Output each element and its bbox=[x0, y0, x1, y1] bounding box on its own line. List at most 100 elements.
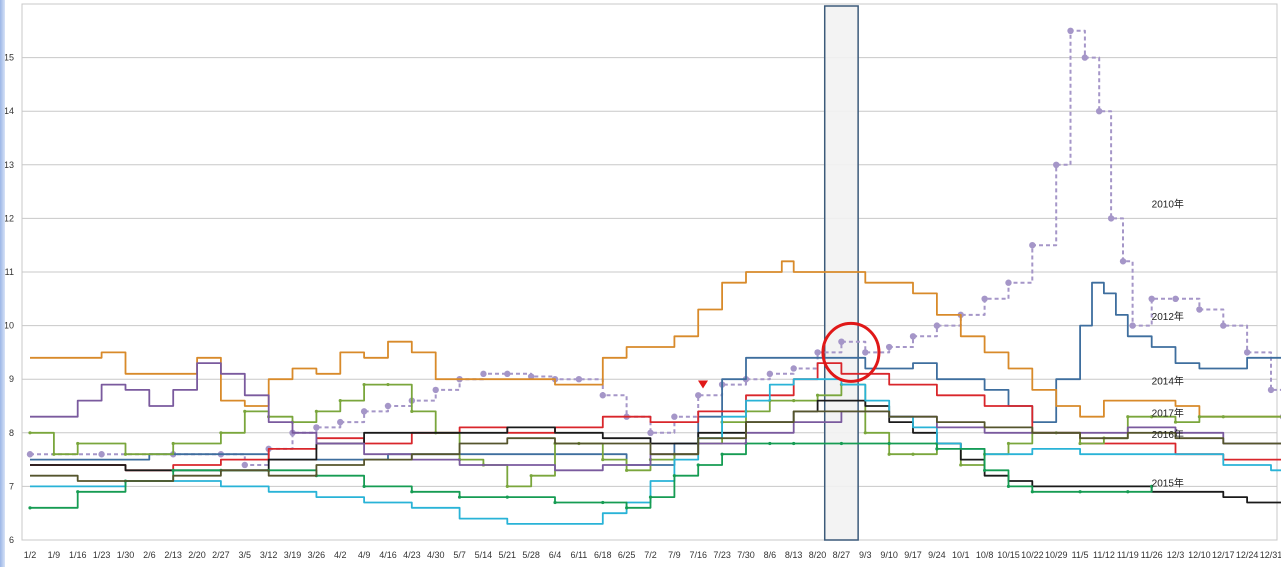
series-0-point-10 bbox=[384, 402, 392, 410]
series-0-point-44 bbox=[1129, 322, 1136, 329]
series-line-2 bbox=[30, 362, 1281, 472]
series-7-point-1 bbox=[76, 490, 80, 494]
series-4-point-32 bbox=[863, 431, 867, 435]
series-7-point-29 bbox=[1150, 484, 1154, 488]
y-tick-label-5: 11 bbox=[5, 267, 14, 277]
x-tick-label-24: 6/18 bbox=[594, 550, 612, 560]
x-tick-label-9: 3/5 bbox=[239, 550, 252, 560]
series-0-point-38 bbox=[1053, 161, 1060, 168]
x-tick-label-0: 1/2 bbox=[24, 550, 37, 560]
series-line-9 bbox=[30, 410, 1281, 482]
series-4-point-3 bbox=[123, 452, 128, 456]
x-tick-label-23: 6/11 bbox=[570, 550, 587, 560]
series-0-point-27 bbox=[790, 365, 797, 372]
series-7-point-22 bbox=[887, 441, 891, 446]
series-0-point-0 bbox=[26, 451, 34, 458]
series-4-point-11 bbox=[362, 382, 366, 387]
x-tick-label-4: 1/30 bbox=[117, 550, 135, 560]
series-0-point-33 bbox=[933, 322, 941, 329]
x-tick-label-47: 11/26 bbox=[1141, 550, 1163, 560]
series-0-point-19 bbox=[599, 392, 606, 399]
y-tick-label-6: 12 bbox=[4, 213, 14, 223]
x-tick-label-43: 10/29 bbox=[1045, 550, 1068, 560]
series-4-point-38 bbox=[1006, 441, 1011, 446]
series-0-point-43 bbox=[1119, 258, 1127, 265]
x-tick-label-27: 7/9 bbox=[668, 550, 681, 560]
x-tick-label-38: 9/24 bbox=[928, 550, 946, 560]
series-4-point-30 bbox=[815, 393, 820, 397]
series-4-point-18 bbox=[529, 474, 533, 478]
series-7-point-19 bbox=[768, 441, 772, 446]
series-0-point-36 bbox=[1005, 279, 1012, 286]
x-tick-label-1: 1/9 bbox=[48, 550, 61, 560]
series-7-point-7 bbox=[362, 484, 366, 488]
left-edge-strip bbox=[0, 0, 5, 567]
series-0-point-22 bbox=[671, 413, 678, 420]
series-7-point-13 bbox=[625, 506, 629, 510]
series-4-point-2 bbox=[76, 441, 80, 446]
series-8 bbox=[30, 362, 1281, 472]
x-tick-label-28: 7/16 bbox=[689, 550, 707, 560]
x-tick-label-22: 6/4 bbox=[549, 550, 562, 560]
red-triangle-marker bbox=[698, 380, 709, 389]
annotation-layer bbox=[698, 321, 881, 389]
series-7-point-27 bbox=[1078, 490, 1082, 494]
x-tick-label-50: 12/17 bbox=[1212, 550, 1235, 560]
x-tick-label-48: 12/3 bbox=[1167, 550, 1185, 560]
x-tick-label-3: 1/23 bbox=[93, 550, 111, 560]
x-tick-label-34: 8/27 bbox=[833, 550, 851, 560]
series-0-point-18 bbox=[575, 376, 583, 383]
series-4-point-29 bbox=[792, 399, 796, 403]
highlight-band-layer bbox=[823, 5, 859, 541]
x-tick-label-16: 4/23 bbox=[403, 550, 421, 560]
series-line-5 bbox=[30, 399, 1281, 504]
series-0-point-50 bbox=[1267, 386, 1275, 394]
series-4-point-46 bbox=[1197, 415, 1202, 419]
series-4-point-44 bbox=[1150, 415, 1154, 419]
series-4-point-13 bbox=[410, 409, 414, 413]
series-0-point-47 bbox=[1196, 306, 1203, 313]
x-tick-label-14: 4/9 bbox=[358, 550, 371, 560]
series-0-point-23 bbox=[695, 392, 702, 399]
series-7-point-23 bbox=[935, 447, 939, 451]
x-tick-label-45: 11/12 bbox=[1093, 550, 1115, 560]
series-0-point-42 bbox=[1107, 215, 1115, 222]
series-0-point-4 bbox=[241, 461, 248, 469]
series-0-point-1 bbox=[98, 451, 105, 458]
series-7-point-26 bbox=[1030, 490, 1034, 494]
series-7-point-15 bbox=[672, 474, 676, 478]
series-4-point-43 bbox=[1126, 415, 1130, 419]
series-7-point-9 bbox=[457, 495, 462, 499]
series-5 bbox=[30, 399, 1281, 504]
series-7-point-17 bbox=[720, 452, 724, 456]
x-tick-label-8: 2/27 bbox=[212, 550, 230, 560]
series-4-point-4 bbox=[171, 441, 175, 446]
x-tick-label-49: 12/10 bbox=[1188, 550, 1211, 560]
x-tick-label-33: 8/20 bbox=[809, 550, 827, 560]
series-label-3: 2017年 bbox=[1152, 407, 1184, 420]
series-layer bbox=[26, 27, 1281, 525]
y-tick-label-2: 8 bbox=[9, 428, 14, 438]
x-tick-label-11: 3/19 bbox=[284, 550, 302, 560]
x-tick-label-31: 8/6 bbox=[764, 550, 777, 560]
series-0-point-8 bbox=[337, 418, 344, 426]
series-0-point-29 bbox=[838, 338, 845, 345]
y-tick-label-9: 15 bbox=[4, 53, 14, 63]
series-0-point-39 bbox=[1067, 27, 1074, 34]
series-line-8 bbox=[30, 362, 1281, 472]
x-tick-label-30: 7/30 bbox=[737, 550, 755, 560]
series-0-point-49 bbox=[1243, 349, 1251, 356]
series-0-point-16 bbox=[527, 373, 535, 380]
x-tick-label-18: 5/7 bbox=[453, 550, 466, 560]
x-tick-label-32: 8/13 bbox=[785, 550, 803, 560]
series-label-1: 2012年 bbox=[1152, 310, 1184, 323]
series-2 bbox=[30, 362, 1281, 472]
series-0-point-46 bbox=[1172, 295, 1179, 302]
series-0-point-37 bbox=[1029, 242, 1036, 249]
x-tick-label-52: 12/31 bbox=[1260, 550, 1281, 560]
x-tick-label-46: 11/19 bbox=[1117, 550, 1139, 560]
series-4-point-22 bbox=[625, 468, 629, 472]
y-tick-label-4: 10 bbox=[4, 321, 14, 331]
x-tick-label-26: 7/2 bbox=[644, 550, 657, 560]
series-4-point-10 bbox=[338, 399, 342, 403]
